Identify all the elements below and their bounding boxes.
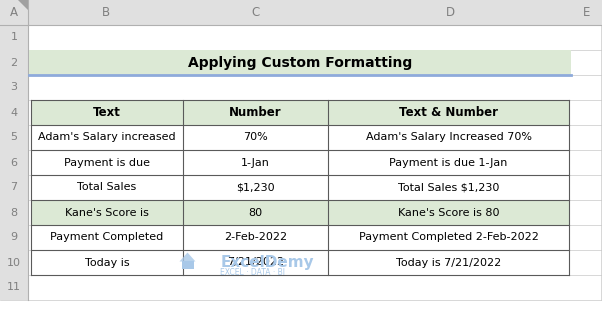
Text: A: A bbox=[10, 6, 18, 19]
Text: Adam's Salary Increased 70%: Adam's Salary Increased 70% bbox=[365, 133, 532, 143]
Text: Text & Number: Text & Number bbox=[399, 106, 498, 119]
Text: 7/21/2022: 7/21/2022 bbox=[227, 257, 284, 268]
Text: Kane's Score is 80: Kane's Score is 80 bbox=[398, 208, 499, 218]
Text: ExcelDemy: ExcelDemy bbox=[220, 255, 314, 270]
Text: Today is 7/21/2022: Today is 7/21/2022 bbox=[396, 257, 501, 268]
Bar bbox=[0, 0, 28, 25]
Bar bbox=[0, 0, 602, 25]
Text: Number: Number bbox=[229, 106, 282, 119]
Text: Adam's Salary increased: Adam's Salary increased bbox=[38, 133, 176, 143]
Text: Today is: Today is bbox=[85, 257, 129, 268]
Polygon shape bbox=[179, 252, 196, 262]
Bar bbox=[31, 175, 569, 200]
Bar bbox=[0, 225, 28, 250]
Text: 2: 2 bbox=[10, 57, 17, 68]
Text: 6: 6 bbox=[10, 158, 17, 167]
Bar bbox=[31, 225, 569, 250]
Bar bbox=[0, 150, 28, 175]
Text: Total Sales $1,230: Total Sales $1,230 bbox=[398, 182, 499, 192]
Text: Payment is due 1-Jan: Payment is due 1-Jan bbox=[389, 158, 507, 167]
Text: B: B bbox=[102, 6, 110, 19]
Text: 70%: 70% bbox=[243, 133, 268, 143]
Bar bbox=[0, 125, 28, 150]
Text: Payment Completed: Payment Completed bbox=[51, 232, 164, 242]
Text: 4: 4 bbox=[10, 107, 17, 117]
Polygon shape bbox=[18, 0, 28, 10]
Text: E: E bbox=[583, 6, 591, 19]
Bar bbox=[0, 250, 28, 275]
Text: Total Sales: Total Sales bbox=[78, 182, 137, 192]
Text: 2-Feb-2022: 2-Feb-2022 bbox=[224, 232, 287, 242]
Bar bbox=[31, 150, 569, 175]
Text: 5: 5 bbox=[10, 133, 17, 143]
Bar bbox=[0, 100, 28, 125]
Text: 11: 11 bbox=[7, 283, 21, 293]
Text: 1-Jan: 1-Jan bbox=[241, 158, 270, 167]
Text: EXCEL · DATA · BI: EXCEL · DATA · BI bbox=[220, 268, 285, 277]
Text: 8: 8 bbox=[10, 208, 17, 218]
Bar bbox=[29, 50, 571, 75]
Text: 3: 3 bbox=[10, 83, 17, 93]
Bar bbox=[0, 200, 28, 225]
Text: Payment Completed 2-Feb-2022: Payment Completed 2-Feb-2022 bbox=[359, 232, 538, 242]
Bar bbox=[0, 275, 28, 300]
Bar bbox=[0, 25, 28, 50]
Bar bbox=[31, 125, 569, 150]
Text: D: D bbox=[445, 6, 455, 19]
Bar bbox=[181, 261, 193, 268]
Text: Text: Text bbox=[93, 106, 121, 119]
Text: C: C bbox=[252, 6, 259, 19]
Bar bbox=[31, 200, 569, 225]
Text: 1: 1 bbox=[10, 33, 17, 42]
Bar bbox=[31, 250, 569, 275]
Text: Payment is due: Payment is due bbox=[64, 158, 150, 167]
Text: 7: 7 bbox=[10, 182, 17, 192]
Text: 9: 9 bbox=[10, 232, 17, 242]
Bar bbox=[31, 100, 569, 125]
Text: 80: 80 bbox=[249, 208, 262, 218]
Bar bbox=[0, 50, 28, 75]
Text: 10: 10 bbox=[7, 257, 21, 268]
Text: Applying Custom Formatting: Applying Custom Formatting bbox=[188, 56, 412, 69]
Bar bbox=[0, 175, 28, 200]
Text: $1,230: $1,230 bbox=[236, 182, 275, 192]
Text: Kane's Score is: Kane's Score is bbox=[65, 208, 149, 218]
Bar bbox=[0, 75, 28, 100]
